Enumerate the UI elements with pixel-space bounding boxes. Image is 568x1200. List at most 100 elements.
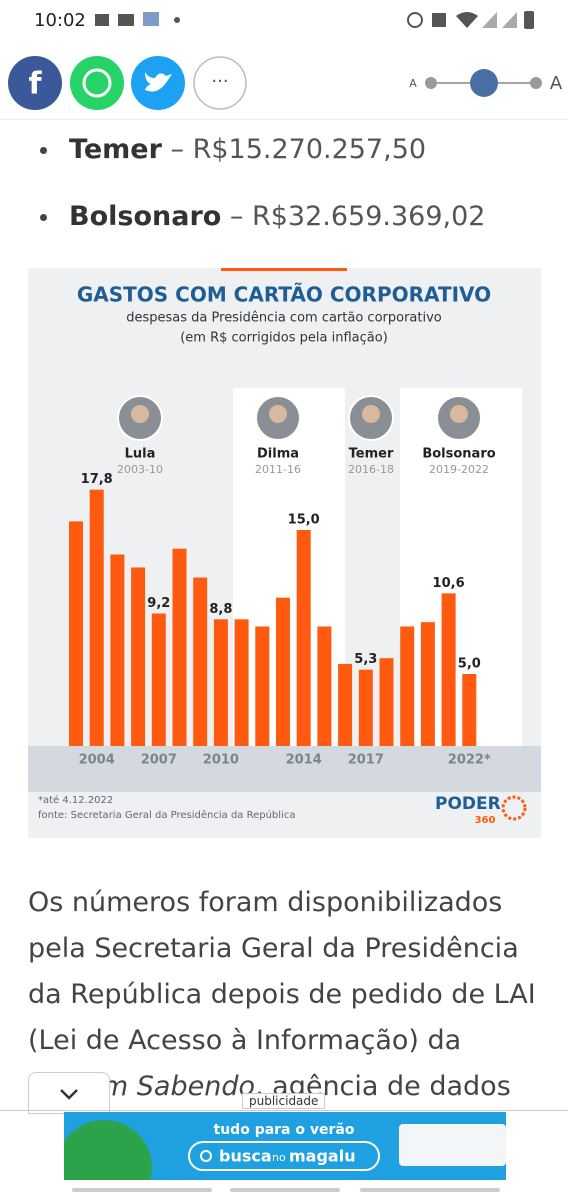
- bar: [110, 554, 125, 746]
- ad-product: [399, 1124, 506, 1166]
- search-icon: [200, 1150, 212, 1162]
- ad-no: no: [272, 1151, 286, 1164]
- more-icon: ···: [211, 71, 228, 92]
- bar: [338, 663, 353, 746]
- period-years: 2016-18: [348, 463, 394, 476]
- value-label: 5,0: [458, 657, 481, 672]
- facebook-button[interactable]: [8, 56, 62, 110]
- bar: [379, 658, 394, 746]
- ad-umbrella: [64, 1120, 152, 1180]
- signal-icon: [502, 12, 517, 28]
- status-icon: [118, 14, 134, 26]
- ad-banner[interactable]: tudo para o verão busca no magalu: [64, 1112, 506, 1180]
- nav-bar: [72, 1188, 212, 1192]
- value-label: 15,0: [288, 513, 320, 528]
- bar: [193, 577, 208, 746]
- ad-divider: [0, 1110, 568, 1111]
- bar: [151, 613, 166, 746]
- value-label: 5,3: [354, 652, 377, 667]
- portrait-face: [269, 405, 287, 423]
- bar: [213, 619, 228, 746]
- more-button[interactable]: [193, 56, 247, 110]
- period-name: Bolsonaro: [422, 447, 495, 462]
- x-tick-label: 2014: [286, 753, 322, 768]
- note: *até 4.12.2022: [38, 794, 113, 806]
- clock: 10:02: [34, 10, 86, 31]
- bar: [420, 622, 435, 746]
- font-slider-knob[interactable]: [470, 69, 498, 97]
- period-years: 2011-16: [255, 463, 301, 476]
- x-tick-label: 2004: [79, 753, 115, 768]
- wifi-icon: [456, 12, 478, 28]
- portrait-face: [450, 405, 468, 423]
- list-item: Temer – R$15.270.257,50: [40, 134, 426, 165]
- font-large: A: [550, 73, 563, 94]
- paragraph: Os números foram disponibilizados pela S…: [28, 880, 543, 1110]
- ad-brand: magalu: [289, 1147, 356, 1166]
- x-tick-label: 2010: [203, 753, 239, 768]
- chart-title: GASTOS COM CARTÃO CORPORATIVO: [77, 283, 491, 307]
- nav-bar: [360, 1188, 500, 1192]
- bar: [441, 593, 456, 746]
- value-label: 10,6: [433, 576, 465, 591]
- bar: [296, 530, 311, 746]
- period-name: Dilma: [257, 447, 299, 462]
- nav-bar: [230, 1188, 340, 1192]
- font-small: A: [409, 77, 417, 90]
- chevron: [60, 1089, 78, 1100]
- ad-headline: tudo para o verão: [214, 1122, 355, 1138]
- axis-band: [28, 746, 541, 792]
- status-icon: [95, 14, 109, 26]
- chart-subtitle: (em R$ corrigidos pela inflação): [180, 331, 388, 346]
- accent-line: [221, 268, 347, 271]
- slider-stop: [425, 77, 437, 89]
- bar: [276, 597, 290, 746]
- chart-subtitle: despesas da Presidência com cartão corpo…: [126, 311, 442, 326]
- logo-sun: [501, 795, 527, 821]
- bar: [255, 626, 270, 746]
- value-label: 9,2: [147, 596, 170, 611]
- highlight-column: [400, 388, 522, 746]
- ad-search: [188, 1141, 380, 1171]
- bar: [358, 669, 373, 746]
- ad-label: publicidade: [242, 1093, 326, 1109]
- source: fonte: Secretaria Geral da Presidência d…: [38, 809, 295, 821]
- bar: [69, 521, 83, 746]
- text: Os números foram disponibilizados pela S…: [28, 887, 536, 1056]
- twitter-icon: [145, 72, 172, 92]
- bar: [400, 626, 415, 746]
- period-years: 2003-10: [117, 463, 163, 476]
- name: Temer: [69, 134, 162, 165]
- amount: – R$32.659.369,02: [229, 201, 486, 232]
- chart: GASTOS COM CARTÃO CORPORATIVO despesas d…: [28, 268, 541, 838]
- x-tick-label: 2017: [348, 753, 384, 768]
- facebook-icon: f: [28, 67, 42, 102]
- status-icon: [143, 12, 159, 26]
- slider-stop: [530, 77, 542, 89]
- x-tick-label: 2007: [141, 753, 177, 768]
- bar: [131, 567, 146, 746]
- bar: [89, 489, 104, 746]
- alarm-icon: [407, 12, 423, 28]
- period-name: Temer: [349, 447, 394, 462]
- bar: [172, 548, 187, 746]
- top-bars: 10:02 f ··· A A: [0, 10, 568, 120]
- period-years: 2019-2022: [429, 463, 489, 476]
- mute-icon: [432, 13, 446, 27]
- bar: [462, 674, 477, 746]
- collapse-ad-button[interactable]: [28, 1072, 110, 1114]
- x-tick-label: 2022*: [448, 753, 491, 768]
- ad-search-text: busca: [219, 1147, 272, 1166]
- signal-icon: [482, 12, 497, 28]
- bar: [317, 626, 332, 746]
- value-label: 17,8: [81, 472, 113, 487]
- bar: [234, 619, 249, 746]
- logo: PODER: [435, 794, 501, 814]
- portrait-face: [362, 405, 380, 423]
- status-dot: [174, 17, 180, 23]
- whatsapp-button[interactable]: [70, 56, 124, 110]
- logo-number: 360: [475, 815, 496, 826]
- whatsapp-icon: [82, 68, 112, 98]
- battery-icon: [524, 11, 534, 29]
